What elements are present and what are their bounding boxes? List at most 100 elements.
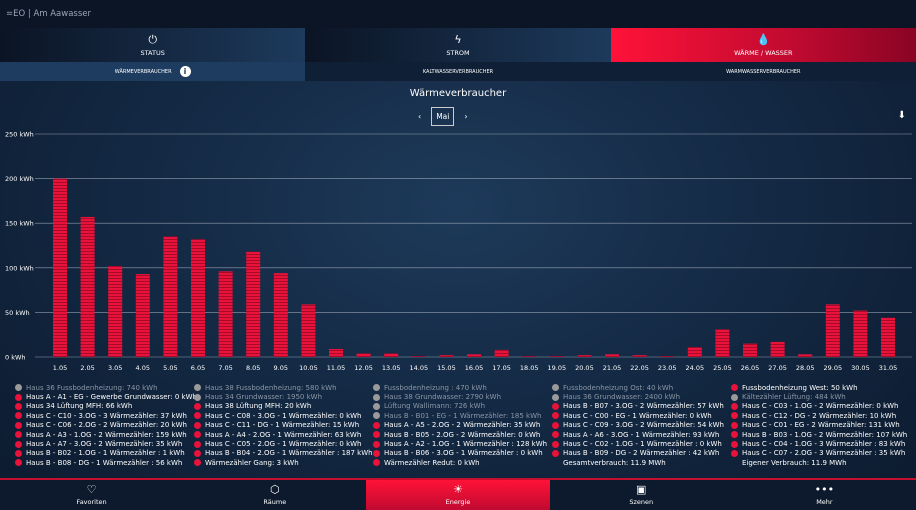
bar[interactable] [384,353,399,357]
bar[interactable] [687,347,702,357]
bar[interactable] [853,310,868,357]
bar[interactable] [439,355,454,357]
bar[interactable] [246,251,261,357]
bar[interactable] [356,353,371,357]
nav-mehr[interactable]: ••• Mehr [733,480,916,510]
legend-label: Haus A - A7 - 3.OG - 2 Wärmezähler: 35 k… [26,440,183,449]
legend-dot-icon [15,402,22,410]
subtab-label: WÄRMEVERBRAUCHER [114,68,172,75]
legend-item[interactable]: Haus A - A6 - 3.OG - 1 Wärmezähler: 93 k… [552,430,731,439]
bar[interactable] [467,354,481,357]
legend-item[interactable]: Haus 36 Grundwasser: 2400 kWh [552,392,731,401]
legend-item[interactable]: Haus B - B07 - 3.OG - 2 Wärmezähler: 57 … [552,402,731,411]
tab-waerme-wasser[interactable]: 💧 WÄRME / WASSER [610,28,916,62]
y-tick-label: 100 kWh [5,264,34,272]
legend-item[interactable]: Haus C - C01 - EG - 2 Wärmezähler: 131 k… [731,421,910,430]
bar[interactable] [411,356,426,357]
bar[interactable] [770,341,785,357]
bar[interactable] [135,274,150,357]
legend-item[interactable]: Fussbodenheizung : 470 kWh [373,383,552,392]
legend-item[interactable]: Haus C - C04 - 1.OG - 3 Wärmezähler : 83… [731,439,910,448]
legend-item[interactable]: Haus A - A7 - 3.OG - 2 Wärmezähler: 35 k… [15,439,194,448]
legend-item[interactable]: Haus 38 Lüftung MFH: 20 kWh [194,402,373,411]
bar[interactable] [80,216,95,357]
bar[interactable] [522,356,537,357]
chevron-right-icon[interactable]: › [464,112,468,121]
tab-status[interactable]: ⏻ STATUS [0,28,306,62]
bar[interactable] [329,348,343,357]
legend-item[interactable]: Haus A - A1 - EG - Gewerbe Grundwasser: … [15,392,197,401]
legend-item[interactable]: Haus A - A4 - 2.OG - 1 Wärmezähler: 63 k… [194,430,373,439]
bar[interactable] [218,271,233,357]
legend-item[interactable]: Haus A - A3 - 1.OG - 2 Wärmezähler: 159 … [15,430,194,439]
bar[interactable] [549,356,564,357]
bar[interactable] [825,304,840,357]
month-value[interactable]: Mai [431,107,455,126]
bar[interactable] [881,317,895,357]
nav-räume[interactable]: ⬡ Räume [183,480,366,510]
legend-item[interactable]: Haus C - C10 - 3.OG - 3 Wärmezähler: 37 … [15,411,194,420]
bar[interactable] [577,355,592,357]
download-icon[interactable]: ⬇ [897,110,906,121]
legend-item[interactable]: Wärmezähler Redut: 0 kWh [373,458,552,467]
bar[interactable] [163,236,178,357]
legend-item[interactable]: Haus 34 Lüftung MFH: 66 kWh [15,402,194,411]
legend-item[interactable]: Haus B - B08 - DG - 1 Wärmezähler : 56 k… [15,458,194,467]
legend-item[interactable]: Haus C - C05 - 2.OG - 1 Wärmezähler: 0 k… [194,439,373,448]
legend-item[interactable]: Haus 38 Grundwasser: 2790 kWh [373,392,552,401]
legend-label: Wärmezähler Gang: 3 kWh [205,458,299,467]
bar[interactable] [301,304,316,357]
tab-strom[interactable]: ϟ STROM [305,28,611,62]
bar[interactable] [53,178,67,357]
legend-item[interactable]: Haus C - C09 - 3.OG - 2 Wärmezähler: 54 … [552,421,731,430]
legend-item[interactable]: Haus C - C03 - 1.OG - 2 Wärmezähler: 0 k… [731,402,910,411]
bar[interactable] [273,273,288,357]
legend-item[interactable]: Wärmezähler Gang: 3 kWh [194,458,373,467]
y-tick-label: 200 kWh [5,175,34,183]
subtab-kaltwasserverbraucher[interactable]: KALTWASSERVERBRAUCHER [305,62,611,81]
subtab-warmwasserverbraucher[interactable]: WARMWASSERVERBRAUCHER [610,62,916,81]
legend-item[interactable]: Haus A - A5 - 2.OG - 2 Wärmezähler: 35 k… [373,421,552,430]
bar[interactable] [191,239,205,357]
bar[interactable] [605,354,619,357]
x-tick-label: 18.05 [520,364,539,372]
legend-item[interactable]: Haus 36 Fussbodenheizung: 740 kWh [15,383,194,392]
legend-item: Gesamtverbrauch: 11.9 MWh [552,458,731,467]
legend-item[interactable]: Haus B - B01 - EG - 1 Wärmezähler: 185 k… [373,411,552,420]
legend-item[interactable]: Haus C - C12 - DG - 2 Wärmezähler: 10 kW… [731,411,910,420]
subtab-waermeverbraucher[interactable]: WÄRMEVERBRAUCHER i [0,62,306,81]
legend-item[interactable]: Haus B - B05 - 2.OG - 2 Wärmezähler: 0 k… [373,430,552,439]
legend-item[interactable]: Haus 38 Fussbodenheizung: 580 kWh [194,383,373,392]
legend-item[interactable]: Haus B - B02 - 1.OG - 1 Wärmezähler : 1 … [15,449,194,458]
bar[interactable] [798,354,813,357]
legend-item[interactable]: Lüftung Wallimann: 726 kWh [373,402,552,411]
legend-item[interactable]: Haus C - C11 - DG - 1 Wärmezähler: 15 kW… [194,421,373,430]
legend-item[interactable]: Haus C - C02 - 1.OG - 1 Wärmezähler : 0 … [552,439,731,448]
legend-item[interactable]: Haus B - B06 - 3.OG - 1 Wärmezähler : 0 … [373,449,552,458]
legend-item[interactable]: Kältezähler Lüftung: 484 kWh [731,392,910,401]
nav-favoriten[interactable]: ♡ Favoriten [0,480,183,510]
legend-item[interactable]: Fussbodenheizung West: 50 kWh [731,383,910,392]
info-icon[interactable]: i [179,66,191,77]
bar[interactable] [494,349,509,357]
bar[interactable] [743,343,757,357]
legend-item[interactable]: Haus A - A2 - 1.OG - 1 Wärmezähler : 128… [373,439,552,448]
legend-item[interactable]: Haus C - C00 - EG - 1 Wärmezähler: 0 kWh [552,411,731,420]
legend-item[interactable]: Haus C - C07 - 2.OG - 3 Wärmezähler : 35… [731,449,910,458]
nav-szenen[interactable]: ▣ Szenen [550,480,733,510]
bar[interactable] [715,329,730,357]
legend-item[interactable]: Haus C - C06 - 2.OG - 2 Wärmezähler: 20 … [15,421,194,430]
legend-item[interactable]: Fussbodenheizung Ost: 40 kWh [552,383,731,392]
bar[interactable] [660,356,675,357]
x-tick-label: 17.05 [492,364,511,372]
legend-item[interactable]: Haus B - B03 - 1.OG - 2 Wärmezähler: 107… [731,430,910,439]
chevron-left-icon[interactable]: ‹ [418,112,422,121]
legend-item[interactable]: Haus C - C08 - 3.OG - 1 Wärmezähler: 0 k… [194,411,373,420]
legend-item[interactable]: Haus B - B04 - 2.OG - 1 Wärmezähler : 18… [194,449,373,458]
legend-item[interactable]: Haus 34 Grundwasser: 1950 kWh [194,392,373,401]
legend-item[interactable]: Haus B - B09 - DG - 2 Wärmezähler : 42 k… [552,449,731,458]
bar[interactable] [632,355,647,357]
bar[interactable] [108,266,123,357]
legend-label: Haus C - C06 - 2.OG - 2 Wärmezähler: 20 … [26,421,187,430]
nav-energie[interactable]: ☀ Energie [366,480,550,510]
